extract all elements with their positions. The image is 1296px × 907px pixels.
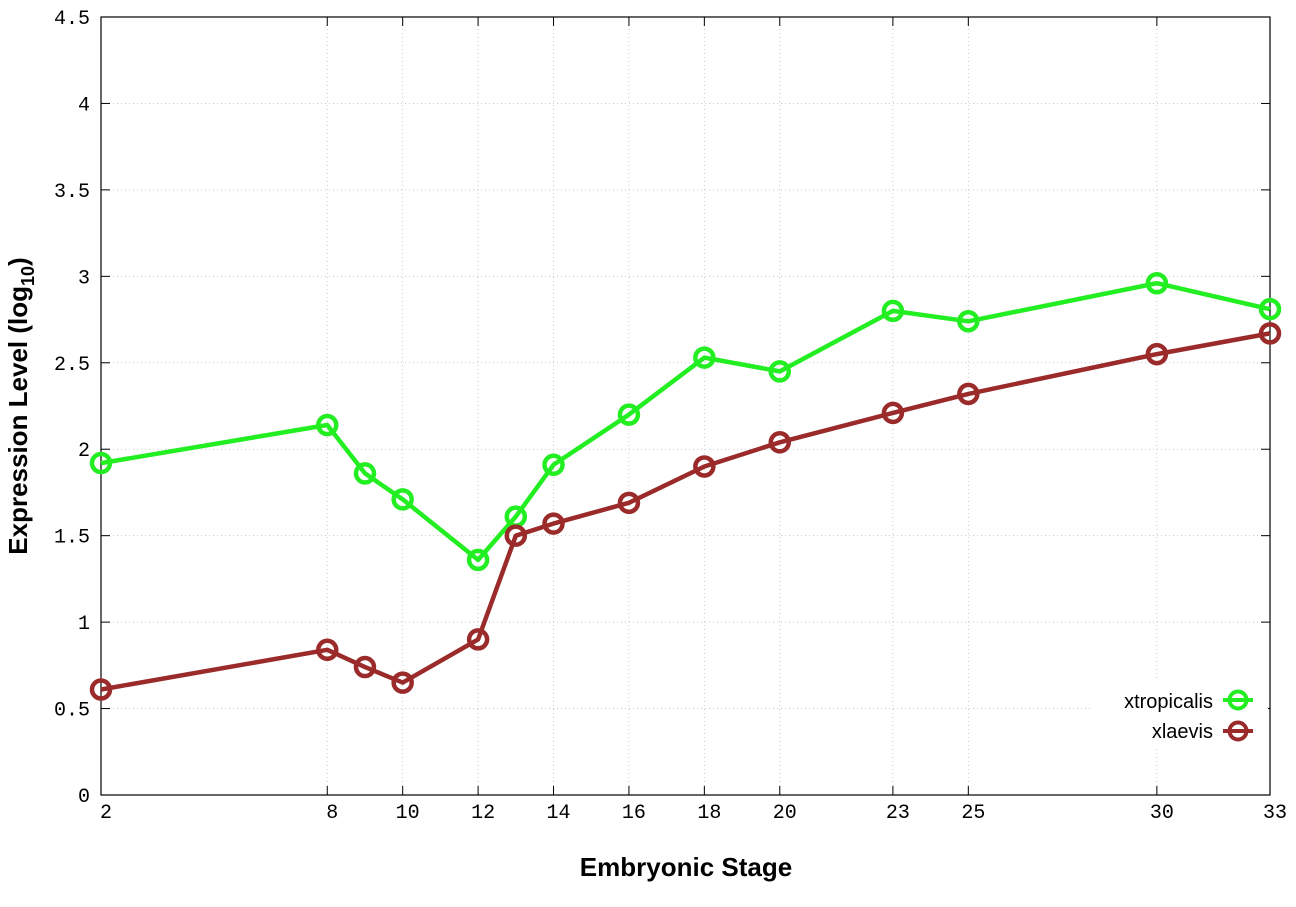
data-point-xtropicalis: [693, 346, 716, 369]
series-line-xtropicalis: [100, 280, 1271, 563]
legend-label-xlaevis: xlaevis: [1152, 721, 1213, 743]
legend-marker-xtropicalis: [1227, 689, 1249, 711]
y-axis-title-close: ): [3, 257, 33, 266]
x-tick-label: 23: [886, 802, 910, 825]
y-axis-title: Expression Level (log10): [3, 257, 38, 554]
data-point-xtropicalis: [1258, 297, 1282, 321]
data-point-xlaevis: [504, 524, 528, 547]
axis-ticks: 0 0.5 1 1.5 2 2.5 3 3.5 4 4.5 2 8 10 12 14 16 18 20 23 25 30…: [54, 8, 1287, 825]
series-xtropicalis: [89, 271, 1282, 572]
data-point-xlaevis: [693, 455, 716, 478]
series-line-xlaevis: [100, 331, 1271, 692]
data-point-xtropicalis: [89, 451, 113, 475]
y-tick-label: 3: [78, 267, 90, 290]
data-point-xtropicalis: [391, 488, 414, 511]
x-tick-label: 20: [773, 802, 797, 825]
data-point-xlaevis: [316, 638, 339, 662]
x-tick-label: 16: [622, 802, 646, 825]
data-point-xlaevis: [881, 401, 905, 425]
legend: xtropicalis xlaevis: [1090, 680, 1268, 746]
data-point-xtropicalis: [542, 453, 565, 477]
x-tick-label: 12: [471, 802, 495, 825]
series-xlaevis: [89, 322, 1282, 701]
data-point-xlaevis: [89, 678, 113, 701]
data-point-xlaevis: [768, 431, 792, 454]
data-point-xlaevis: [353, 655, 377, 679]
plot-frame: [100, 16, 1271, 796]
series-group: [89, 271, 1282, 701]
data-point-xtropicalis: [768, 360, 792, 383]
data-point-xtropicalis: [353, 462, 377, 485]
data-point-xtropicalis: [881, 299, 905, 323]
data-point-xlaevis: [1145, 342, 1169, 366]
y-tick-label: 0: [78, 786, 90, 809]
y-tick-label: 4.5: [54, 8, 90, 31]
data-point-xlaevis: [391, 671, 414, 694]
y-tick-label: 0.5: [54, 700, 90, 723]
x-tick-label: 30: [1150, 802, 1174, 825]
grid: [101, 17, 1270, 795]
legend-label-xtropicalis: xtropicalis: [1124, 691, 1213, 713]
y-tick-label: 2.5: [54, 354, 90, 377]
x-tick-label: 14: [547, 802, 571, 825]
x-tick-label: 10: [396, 802, 420, 825]
y-tick-label: 3.5: [54, 181, 90, 204]
y-tick-label: 1: [78, 613, 90, 636]
data-point-xlaevis: [542, 512, 565, 535]
data-point-xtropicalis: [1145, 271, 1169, 295]
data-point-xlaevis: [617, 491, 641, 515]
data-point-xtropicalis: [617, 403, 641, 426]
x-tick-label: 33: [1263, 802, 1287, 825]
x-tick-label: 2: [100, 802, 112, 825]
y-axis-title-main: Expression Level (log: [3, 286, 33, 555]
x-tick-label: 18: [697, 802, 721, 825]
x-tick-label: 25: [961, 802, 985, 825]
data-point-xlaevis: [466, 628, 490, 651]
y-tick-label: 1.5: [54, 527, 90, 550]
legend-marker-xlaevis: [1227, 720, 1249, 742]
x-axis-title: Embryonic Stage: [580, 852, 792, 882]
data-point-xlaevis: [1258, 322, 1282, 345]
x-tick-label: 8: [326, 802, 338, 825]
y-tick-label: 2: [78, 440, 90, 463]
y-tick-label: 4: [78, 94, 90, 117]
data-point-xtropicalis: [316, 413, 339, 437]
y-axis-title-subscript: 10: [18, 266, 38, 286]
data-point-xtropicalis: [466, 548, 490, 572]
data-point-xtropicalis: [957, 310, 980, 333]
data-point-xlaevis: [957, 382, 980, 406]
